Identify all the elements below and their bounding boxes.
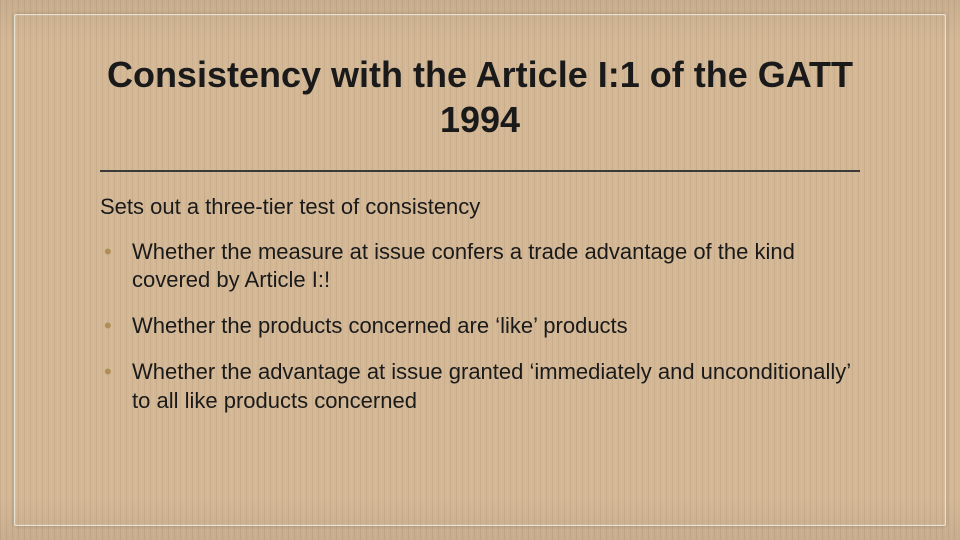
intro-text: Sets out a three-tier test of consistenc… [100,194,860,220]
list-item: Whether the advantage at issue granted ‘… [126,358,860,414]
bullet-list: Whether the measure at issue confers a t… [100,238,860,415]
slide-content: Consistency with the Article I:1 of the … [100,52,860,500]
list-item: Whether the measure at issue confers a t… [126,238,860,294]
slide-title: Consistency with the Article I:1 of the … [100,52,860,142]
title-rule [100,170,860,172]
list-item: Whether the products concerned are ‘like… [126,312,860,340]
